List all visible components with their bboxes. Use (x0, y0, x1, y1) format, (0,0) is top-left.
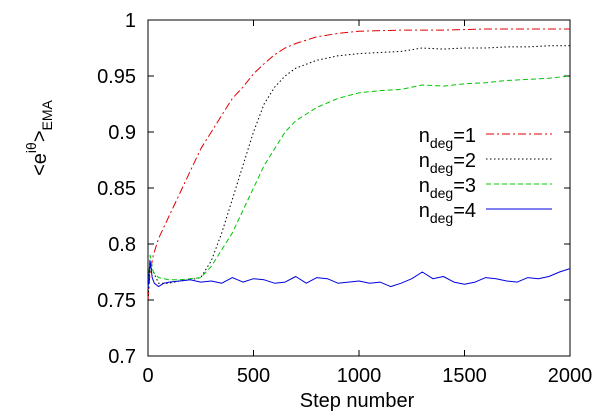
y-tick-label: 0.9 (108, 122, 136, 144)
y-tick-label: 0.8 (108, 234, 136, 256)
y-axis-label-base: <e (29, 153, 51, 176)
legend-label-4: ndeg=4 (419, 200, 476, 226)
x-tick-label: 2000 (548, 365, 593, 387)
series-lines (148, 29, 570, 300)
svg-text:<eiθ>EMA: <eiθ>EMA (23, 99, 55, 175)
y-tick-label: 0.95 (97, 66, 136, 88)
y-axis-label-close: > (29, 130, 51, 142)
y-axis-label-sup: iθ (23, 142, 39, 153)
x-tick-label: 1500 (442, 365, 487, 387)
x-axis-label: Step number (300, 390, 415, 412)
series-line-1 (148, 29, 570, 300)
y-tick-label: 0.7 (108, 346, 136, 368)
series-line-3 (148, 76, 570, 289)
legend-label-2: ndeg=2 (419, 150, 476, 176)
series-line-4 (148, 261, 570, 289)
x-tick-label: 0 (142, 365, 153, 387)
y-tick-label: 1 (125, 10, 136, 32)
y-axis-label: <eiθ>EMA (23, 99, 55, 175)
y-tick-label: 0.85 (97, 178, 136, 200)
x-tick-label: 500 (237, 365, 270, 387)
axis-ticks: 0 500 1000 1500 2000 0.7 0.75 0.8 0.85 0.9 0.95 1 (97, 10, 592, 387)
y-tick-label: 0.75 (97, 290, 136, 312)
legend-label-1: ndeg=1 (419, 125, 476, 151)
y-axis-label-sub: EMA (39, 99, 55, 130)
plot-frame (148, 20, 570, 356)
x-tick-label: 1000 (337, 365, 382, 387)
series-line-2 (148, 46, 570, 300)
legend-label-3: ndeg=3 (419, 175, 476, 201)
plot-area (148, 20, 570, 356)
